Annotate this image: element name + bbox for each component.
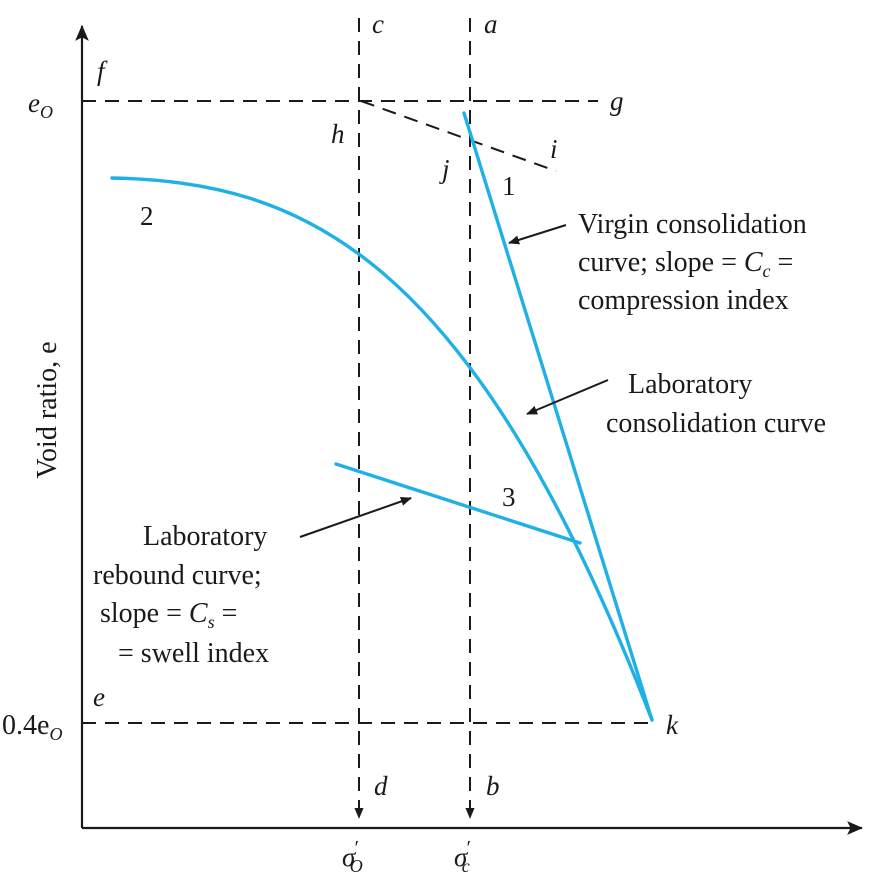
svg-text:curve; slope = Cc =: curve; slope = Cc = [578, 247, 793, 281]
y-tick-04e0: 0.4eO [2, 710, 62, 744]
laboratory-pointer-arrow [526, 379, 609, 415]
virgin-pointer-arrow [508, 224, 567, 245]
point-j: j [439, 154, 450, 184]
svg-text:Laboratory: Laboratory [143, 521, 267, 552]
point-f: f [97, 56, 108, 86]
point-c: c [372, 9, 384, 39]
svg-text:rebound curve;: rebound curve; [93, 560, 262, 591]
line-h-i [360, 100, 557, 172]
svg-text:Virgin consolidation: Virgin consolidation [578, 209, 807, 240]
y-axis-label: Void ratio, e [32, 341, 63, 478]
point-a: a [484, 9, 498, 39]
rebound-annotation: Laboratory rebound curve; slope = Cs = =… [93, 521, 269, 669]
point-h: h [331, 119, 345, 149]
curve-number-2: 2 [140, 201, 154, 231]
rebound-pointer-arrow [299, 497, 412, 538]
point-d: d [374, 771, 388, 801]
laboratory-annotation: Laboratory consolidation curve [606, 369, 826, 439]
virgin-annotation: Virgin consolidation curve; slope = Cc =… [578, 209, 807, 316]
svg-text:Laboratory: Laboratory [628, 369, 752, 400]
point-g: g [610, 86, 624, 116]
virgin-consolidation-curve [462, 111, 654, 722]
svg-text:consolidation curve: consolidation curve [606, 408, 826, 439]
svg-text:slope = Cs =: slope = Cs = [100, 598, 237, 632]
point-e: e [93, 682, 105, 712]
x-tick-sigma-o: σ′ O [342, 837, 363, 876]
curve-number-3: 3 [502, 482, 516, 512]
point-i: i [550, 134, 558, 164]
svg-text:= swell index: = swell index [118, 638, 269, 669]
curve-number-1: 1 [502, 171, 516, 201]
point-k: k [666, 710, 679, 740]
point-b: b [486, 771, 500, 801]
svg-text:compression index: compression index [578, 285, 789, 316]
laboratory-rebound-curve [334, 462, 582, 545]
y-tick-e0: eO [28, 88, 53, 122]
x-tick-sigma-c: σ′ c [454, 837, 470, 876]
